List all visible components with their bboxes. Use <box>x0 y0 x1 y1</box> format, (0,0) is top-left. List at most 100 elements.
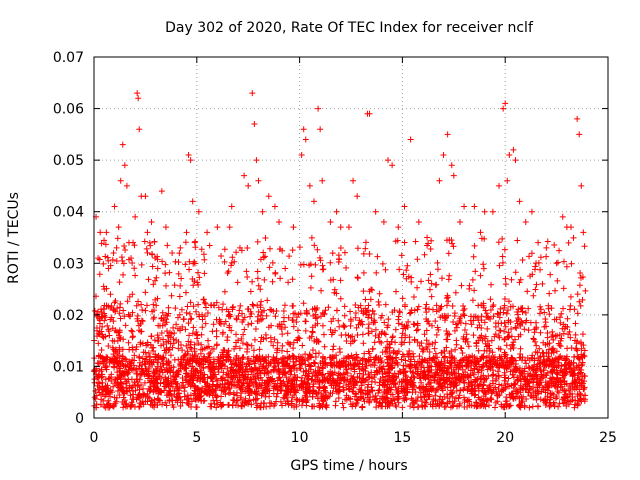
data-point <box>512 324 519 331</box>
data-point <box>205 354 212 361</box>
data-point <box>457 387 464 394</box>
data-point <box>334 381 341 388</box>
data-point <box>214 401 221 408</box>
data-point <box>290 224 297 231</box>
data-point <box>134 312 141 319</box>
data-point <box>183 229 190 236</box>
data-point <box>309 403 316 410</box>
data-point <box>262 390 269 397</box>
data-point <box>521 326 528 333</box>
data-point <box>291 384 298 391</box>
data-point <box>431 345 438 352</box>
data-point <box>314 395 321 402</box>
data-point <box>400 385 407 392</box>
data-point <box>403 322 410 329</box>
data-point <box>279 402 286 409</box>
data-point <box>325 377 332 384</box>
data-point <box>162 224 169 231</box>
data-point <box>345 224 352 231</box>
data-point <box>103 229 110 236</box>
data-point <box>116 344 123 351</box>
data-point <box>483 310 490 317</box>
data-point <box>559 387 566 394</box>
data-point <box>487 395 494 402</box>
data-point <box>394 389 401 396</box>
data-point <box>352 390 359 397</box>
data-point <box>198 246 205 253</box>
data-point <box>110 351 117 358</box>
data-point <box>359 366 366 373</box>
data-point <box>181 352 188 359</box>
data-point <box>574 391 581 398</box>
data-point <box>254 275 261 282</box>
data-point <box>284 339 291 346</box>
data-point <box>148 333 155 340</box>
data-point <box>185 338 192 345</box>
data-point <box>187 316 194 323</box>
data-point <box>230 397 237 404</box>
data-point <box>346 386 353 393</box>
x-tick-label: 15 <box>393 430 411 446</box>
data-point <box>254 268 261 275</box>
data-point <box>289 379 296 386</box>
data-point <box>464 373 471 380</box>
data-point <box>449 390 456 397</box>
data-point <box>170 324 177 331</box>
data-point <box>508 359 515 366</box>
data-point <box>425 376 432 383</box>
data-point <box>522 357 529 364</box>
data-point <box>365 314 372 321</box>
data-point <box>528 373 535 380</box>
data-point <box>245 321 252 328</box>
data-point <box>381 330 388 337</box>
data-point <box>483 314 490 321</box>
data-point <box>169 249 176 256</box>
data-point <box>154 367 161 374</box>
data-point <box>510 384 517 391</box>
data-point <box>549 369 556 376</box>
data-point <box>517 276 524 283</box>
data-point <box>439 387 446 394</box>
data-point <box>120 394 127 401</box>
data-point <box>526 404 533 411</box>
data-point <box>512 363 519 370</box>
data-point <box>414 404 421 411</box>
data-point <box>526 378 533 385</box>
data-point <box>104 322 111 329</box>
data-point <box>183 342 190 349</box>
data-point <box>111 307 118 314</box>
data-point <box>210 345 217 352</box>
data-point <box>96 315 103 322</box>
data-point <box>342 363 349 370</box>
data-point <box>312 261 319 268</box>
data-point <box>99 313 106 320</box>
data-point <box>436 380 443 387</box>
data-point <box>290 345 297 352</box>
data-point <box>130 362 137 369</box>
data-point <box>501 246 508 253</box>
data-point <box>499 259 506 266</box>
data-point <box>521 365 528 372</box>
data-point <box>199 311 206 318</box>
data-point <box>136 362 143 369</box>
data-point <box>146 388 153 395</box>
data-point <box>245 182 252 189</box>
data-point <box>480 363 487 370</box>
data-point <box>106 389 113 396</box>
data-point <box>102 314 109 321</box>
data-point <box>296 244 303 251</box>
data-point <box>176 361 183 368</box>
data-point <box>482 340 489 347</box>
data-point <box>438 375 445 382</box>
data-point <box>535 390 542 397</box>
data-point <box>319 177 326 184</box>
data-point <box>501 295 508 302</box>
data-point <box>161 387 168 394</box>
data-point <box>564 392 571 399</box>
data-point <box>563 263 570 270</box>
data-point <box>249 301 256 308</box>
data-point <box>374 253 381 260</box>
data-point <box>472 363 479 370</box>
data-point <box>259 367 266 374</box>
data-point <box>432 339 439 346</box>
